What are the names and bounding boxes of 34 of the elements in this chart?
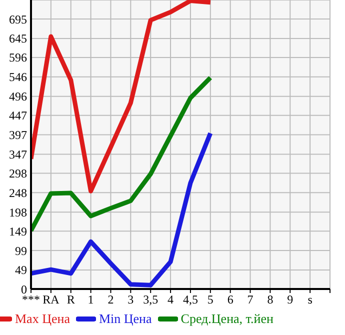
y-tick-label: 198	[9, 205, 27, 220]
x-tick-label: 7	[247, 292, 254, 307]
y-tick-label: 397	[9, 128, 27, 142]
legend-label: Max Цена	[14, 311, 70, 327]
legend-label: Min Цена	[98, 311, 152, 327]
x-tick-label: 3	[128, 292, 134, 307]
legend-label: Сред.Цена, т.йен	[180, 311, 274, 327]
x-tick-label: s	[308, 292, 313, 307]
y-tick-label: 298	[9, 166, 27, 181]
y-tick-label: 347	[9, 147, 27, 162]
y-tick-label: 99	[15, 244, 27, 258]
x-tick-label: 2	[108, 292, 114, 307]
line-series	[31, 75, 213, 233]
y-tick-label: 596	[9, 50, 27, 65]
y-tick-label: 447	[9, 108, 27, 123]
y-tick-label: 496	[9, 90, 27, 104]
x-tick-label: 9	[287, 292, 294, 307]
x-tick-label: 5	[207, 292, 214, 307]
x-tick-label: 6	[227, 292, 234, 307]
line-series	[31, 130, 213, 288]
x-tick-label: 4,5	[182, 292, 198, 307]
line-series	[31, 0, 213, 194]
x-tick-label: 8	[267, 292, 274, 307]
x-tick-label: RA	[42, 292, 60, 307]
y-tick-label: 645	[9, 32, 27, 46]
x-tick-label: 3,5	[143, 292, 158, 307]
y-tick-label: 49	[15, 263, 27, 278]
y-tick-label: 149	[9, 224, 27, 238]
y-tick-label: 546	[9, 70, 27, 84]
x-tick-label: R	[66, 292, 75, 307]
x-tick-label: 4	[168, 292, 174, 307]
y-tick-label: 695	[9, 12, 27, 26]
y-tick-label: 248	[9, 186, 27, 200]
x-tick-label: 1	[88, 292, 94, 307]
